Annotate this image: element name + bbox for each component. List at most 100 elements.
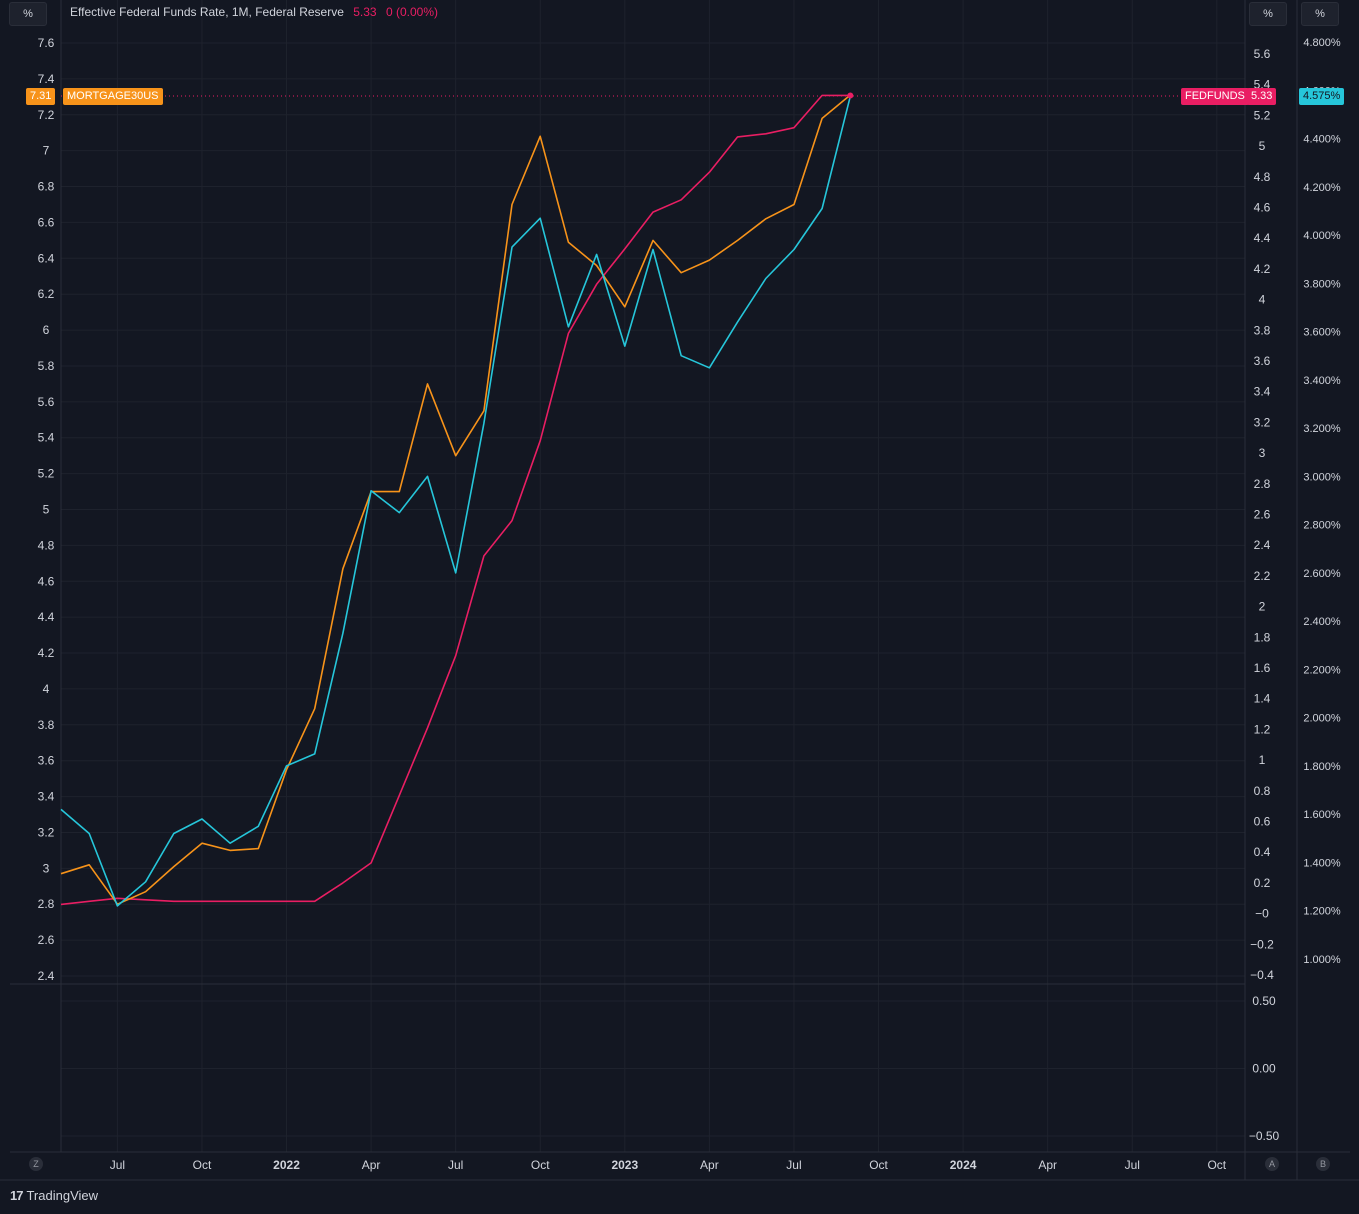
left-axis-tick-label: 6.6 [38, 215, 55, 229]
pane-frame [0, 0, 1359, 1181]
left-axis-tick-label: 3.6 [38, 754, 55, 768]
right-axis-2-tick-label: 1.200% [1303, 906, 1341, 918]
right-axis-tick-label: 1.8 [1254, 630, 1271, 644]
time-tick-label: Oct [869, 1158, 888, 1172]
mortgage-last-value-label: 7.31 [26, 88, 56, 105]
legend-change: 0 (0.00%) [385, 5, 438, 19]
right-axis-2-tick-label: 1.000% [1303, 954, 1341, 966]
right-axis-tick-label: 2.8 [1254, 477, 1271, 491]
right-axis-2-tick-label: 3.800% [1303, 278, 1341, 290]
left-axis-tick-label: 6.4 [38, 251, 55, 265]
right-axis-tick-label: 1.4 [1254, 692, 1271, 706]
lower-axis-tick-label: 0.50 [1252, 994, 1276, 1008]
right-scale-unit-button[interactable]: % [1249, 2, 1287, 26]
right-axis-tick-label: −0.4 [1250, 968, 1274, 982]
zoom-button[interactable]: Z [29, 1157, 43, 1171]
right-axis-2-tick-label: 2.000% [1303, 713, 1341, 725]
lower-axis-tick-label: 0.00 [1252, 1062, 1276, 1076]
right-axis-tick-label: 0.8 [1254, 784, 1271, 798]
right-axis-2-tick-label: 1.600% [1303, 809, 1341, 821]
right-axis-tick-label: −0.2 [1250, 937, 1274, 951]
scale-b-button[interactable]: B [1316, 1157, 1330, 1171]
left-axis-tick-label: 2.6 [38, 933, 55, 947]
right-axis-tick-label: 4.8 [1254, 170, 1271, 184]
series-line-2 [60, 94, 851, 906]
axis-ticks: Jul Oct 2022 Apr Jul Oct 2023 Apr Jul Oct 2024 Apr J… [38, 36, 1341, 1172]
series-line-3 [60, 96, 852, 907]
right-axis-tick-label: 5.2 [1254, 108, 1271, 122]
right-axis-tick-label: 2 [1259, 600, 1266, 614]
brand-name: TradingView [26, 1188, 99, 1203]
time-tick-label: Oct [193, 1158, 212, 1172]
time-tick-label: 2022 [273, 1158, 300, 1172]
left-axis-tick-label: 2.8 [38, 897, 55, 911]
right-axis-tick-label: 2.4 [1254, 538, 1271, 552]
left-axis-tick-label: 3.4 [38, 790, 55, 804]
time-tick-label: 2024 [950, 1158, 977, 1172]
time-tick-label: 2023 [611, 1158, 638, 1172]
left-axis-tick-label: 4 [43, 682, 50, 696]
left-axis-tick-label: 7.6 [38, 36, 55, 50]
right-scale-2-unit-button[interactable]: % [1301, 2, 1339, 26]
series-legend[interactable]: Effective Federal Funds Rate, 1M, Federa… [70, 5, 438, 19]
left-axis-tick-label: 3 [43, 861, 50, 875]
third-series-last-value-label: 4.575% [1299, 88, 1345, 105]
right-axis-tick-label: 5 [1259, 139, 1266, 153]
fedfunds-last-value-label: 5.33 [1247, 88, 1277, 105]
left-scale-unit-button[interactable]: % [9, 2, 47, 26]
right-axis-2-tick-label: 2.400% [1303, 616, 1341, 628]
mortgage-series-name-label: MORTGAGE30US [63, 88, 163, 105]
grid [61, 0, 1245, 1152]
time-tick-label: Jul [786, 1158, 801, 1172]
series-line-1 [60, 94, 851, 906]
tradingview-brand[interactable]: 17 TradingView [10, 1188, 98, 1203]
right-axis-tick-label: 3.6 [1254, 354, 1271, 368]
left-axis-tick-label: 5.2 [38, 467, 55, 481]
right-axis-tick-label: 3.8 [1254, 323, 1271, 337]
right-axis-2-tick-label: 3.600% [1303, 327, 1341, 339]
time-tick-label: Jul [1125, 1158, 1140, 1172]
time-tick-label: Apr [1038, 1158, 1057, 1172]
time-tick-label: Jul [448, 1158, 463, 1172]
fedfunds-series-name-label: FEDFUNDS [1181, 88, 1249, 105]
time-tick-label: Oct [1207, 1158, 1226, 1172]
left-axis-tick-label: 7.2 [38, 108, 55, 122]
left-axis-tick-label: 2.4 [38, 969, 55, 983]
left-axis-tick-label: 3.8 [38, 718, 55, 732]
series [60, 92, 854, 907]
auto-scale-button[interactable]: A [1265, 1157, 1279, 1171]
left-axis-tick-label: 4.2 [38, 646, 55, 660]
right-axis-2-tick-label: 4.800% [1303, 37, 1341, 49]
left-axis-tick-label: 7.4 [38, 72, 55, 86]
left-axis-tick-label: 3.2 [38, 825, 55, 839]
left-axis-tick-label: 4.6 [38, 574, 55, 588]
legend-title: Effective Federal Funds Rate, 1M, Federa… [70, 5, 344, 19]
right-axis-tick-label: 4.6 [1254, 201, 1271, 215]
left-axis-tick-label: 6 [43, 323, 50, 337]
time-tick-label: Apr [700, 1158, 719, 1172]
left-axis-tick-label: 5.8 [38, 359, 55, 373]
time-tick-label: Apr [362, 1158, 381, 1172]
left-axis-tick-label: 5.4 [38, 431, 55, 445]
right-axis-tick-label: 4.4 [1254, 231, 1271, 245]
right-axis-2-tick-label: 3.000% [1303, 471, 1341, 483]
fedfunds-last-point [847, 92, 854, 99]
right-axis-2-tick-label: 2.200% [1303, 664, 1341, 676]
right-axis-tick-label: 1 [1259, 753, 1266, 767]
right-axis-tick-label: 1.2 [1254, 722, 1271, 736]
left-axis-tick-label: 7 [43, 144, 50, 158]
left-axis-tick-label: 6.8 [38, 180, 55, 194]
right-axis-2-tick-label: 1.400% [1303, 857, 1341, 869]
right-axis-tick-label: 4 [1259, 293, 1266, 307]
right-axis-tick-label: 2.2 [1254, 569, 1271, 583]
time-tick-label: Jul [110, 1158, 125, 1172]
right-axis-2-tick-label: 2.600% [1303, 568, 1341, 580]
right-axis-2-tick-label: 4.200% [1303, 182, 1341, 194]
right-axis-tick-label: 3 [1259, 446, 1266, 460]
tradingview-logo-icon: 17 [10, 1188, 24, 1203]
right-axis-tick-label: 4.2 [1254, 262, 1271, 276]
left-axis-tick-label: 6.2 [38, 287, 55, 301]
right-axis-tick-label: −0 [1255, 907, 1269, 921]
